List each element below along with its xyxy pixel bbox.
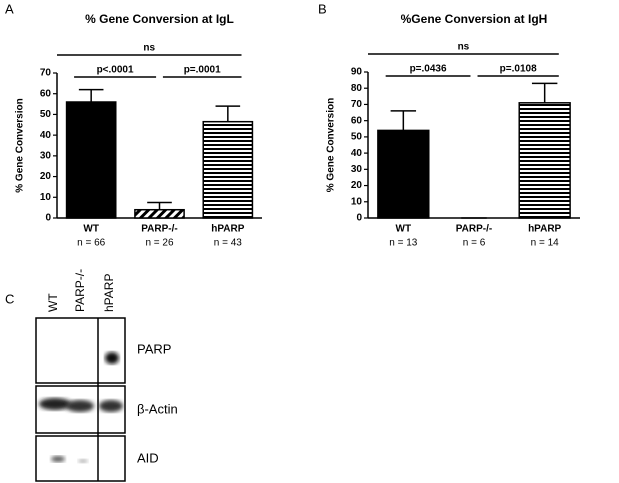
y-axis-label: % Gene Conversion — [326, 98, 337, 192]
y-tick-label: 10 — [40, 192, 52, 203]
y-tick-label: 0 — [45, 213, 51, 224]
band — [99, 400, 123, 412]
y-tick-label: 20 — [40, 171, 52, 182]
count-label: n = 14 — [531, 238, 560, 249]
significance-label: ns — [458, 42, 470, 53]
panel-letter: B — [318, 1, 327, 16]
x-tick-label: PARP-/- — [456, 224, 492, 235]
row-label: β-Actin — [137, 401, 178, 416]
significance-label: p=.0108 — [500, 64, 537, 75]
count-label: n = 6 — [463, 238, 486, 249]
y-tick-label: 10 — [351, 196, 363, 207]
bar — [518, 102, 571, 219]
blot: WT PARP-/- hPARP PARP β-Actin AID — [35, 269, 178, 482]
significance-label: p=.0436 — [410, 64, 447, 75]
y-tick-label: 40 — [351, 148, 363, 159]
panel-letter: C — [5, 291, 14, 306]
count-label: n = 13 — [389, 238, 418, 249]
lane-label: PARP-/- — [73, 269, 87, 312]
band — [39, 398, 71, 410]
panel-letter: A — [5, 1, 14, 16]
x-tick-label: PARP-/- — [141, 224, 177, 235]
significance-label: p<.0001 — [97, 65, 134, 76]
x-tick-label: hPARP — [211, 224, 244, 235]
chart-title: %Gene Conversion at IgH — [401, 12, 548, 26]
bar — [65, 101, 117, 219]
count-label: n = 43 — [214, 238, 243, 249]
band — [105, 352, 119, 364]
significance-label: p=.0001 — [184, 65, 221, 76]
blot-box — [35, 435, 126, 482]
y-tick-label: 20 — [351, 180, 363, 191]
y-tick-label: 40 — [40, 130, 52, 141]
y-tick-label: 60 — [351, 115, 363, 126]
row-label: PARP — [137, 341, 171, 356]
y-tick-label: 70 — [40, 68, 52, 79]
y-tick-label: 30 — [351, 164, 363, 175]
y-tick-label: 80 — [351, 83, 363, 94]
bar — [377, 129, 430, 219]
bar — [134, 208, 185, 219]
y-tick-label: 30 — [40, 150, 52, 161]
band — [66, 400, 94, 412]
blot-box — [35, 317, 126, 384]
bar — [202, 120, 254, 219]
lane-label: WT — [46, 293, 60, 312]
significance-label: ns — [143, 43, 155, 54]
y-tick-label: 70 — [351, 99, 363, 110]
band — [51, 456, 65, 462]
y-tick-label: 50 — [40, 109, 52, 120]
lane-label: hPARP — [102, 274, 116, 312]
count-label: n = 26 — [145, 238, 174, 249]
y-tick-label: 50 — [351, 132, 363, 143]
y-tick-label: 60 — [40, 88, 52, 99]
y-tick-label: 0 — [356, 213, 362, 224]
y-tick-label: 90 — [351, 67, 363, 78]
x-tick-label: hPARP — [528, 224, 561, 235]
chart-title: % Gene Conversion at IgL — [85, 12, 234, 26]
y-axis-label: % Gene Conversion — [15, 98, 26, 192]
row-label: AID — [137, 450, 159, 465]
count-label: n = 66 — [77, 238, 106, 249]
x-tick-label: WT — [83, 224, 99, 235]
band — [78, 459, 88, 463]
x-tick-label: WT — [396, 224, 412, 235]
